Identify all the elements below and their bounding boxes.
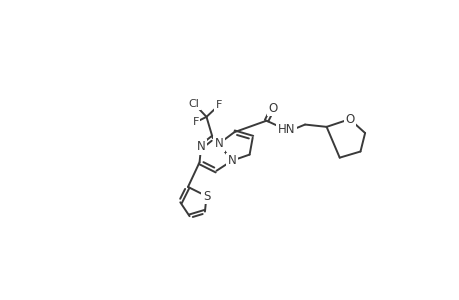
Text: S: S (202, 190, 210, 203)
Text: N: N (196, 140, 205, 153)
Text: O: O (344, 113, 353, 126)
Text: F: F (192, 117, 198, 127)
Text: N: N (214, 137, 223, 150)
Text: O: O (268, 102, 277, 115)
Text: N: N (227, 154, 236, 167)
Text: HN: HN (277, 123, 295, 136)
Text: Cl: Cl (188, 99, 199, 109)
Text: F: F (215, 100, 222, 110)
